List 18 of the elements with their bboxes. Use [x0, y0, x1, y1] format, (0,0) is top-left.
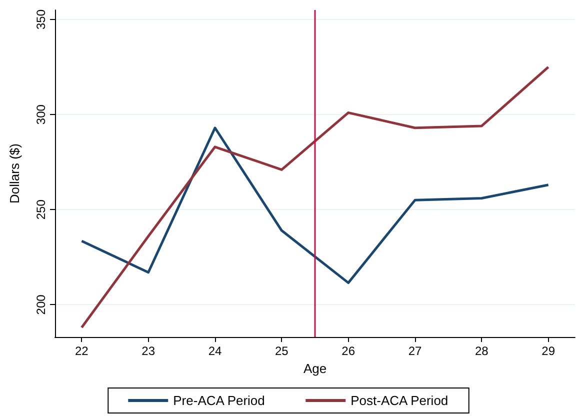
line-series	[80, 66, 550, 329]
legend-label: Pre-ACA Period	[173, 393, 265, 408]
x-tick-label: 29	[542, 344, 556, 358]
y-tick-label: 200	[34, 294, 48, 315]
y-tick-label: 300	[34, 104, 48, 125]
x-tick-label: 22	[74, 344, 89, 358]
x-tick-label: 26	[342, 344, 356, 358]
x-axis-title: Age	[303, 360, 327, 376]
y-tick-label: 250	[34, 199, 48, 220]
x-tick-label: 28	[474, 344, 489, 358]
x-tick-label: 25	[274, 344, 289, 358]
x-tick-label: 24	[208, 344, 222, 358]
y-tick-label: 350	[34, 9, 48, 30]
y-axis-title: Dollars ($)	[7, 144, 22, 204]
line-series	[80, 126, 550, 284]
x-tick-label: 27	[408, 344, 422, 358]
x-tick-label: 23	[142, 344, 156, 358]
legend-label: Post-ACA Period	[350, 393, 448, 408]
